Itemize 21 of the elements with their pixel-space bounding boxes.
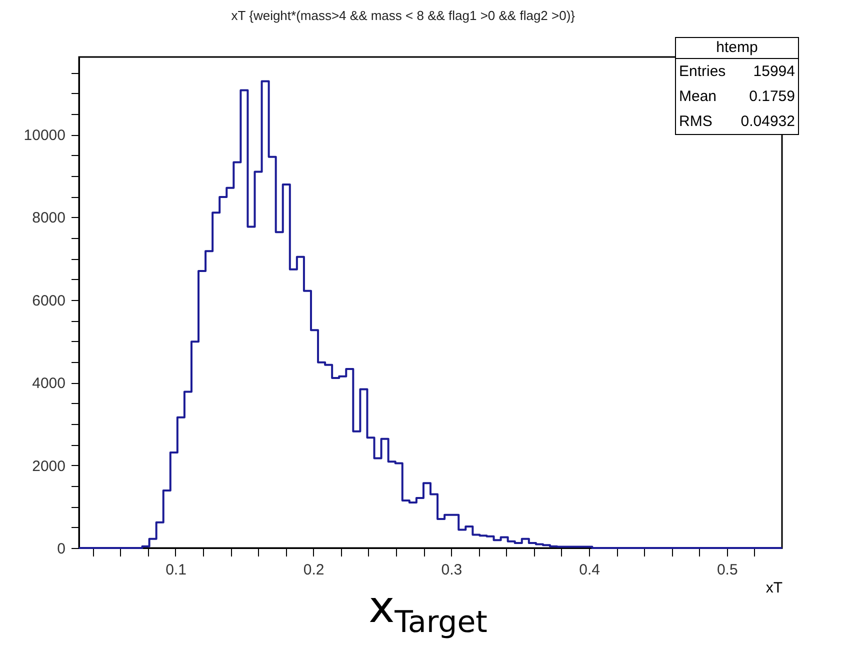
annotation: 15994 [753,62,795,82]
x-tick-label: 0.4 [579,562,600,578]
annotation: 0.04932 [740,112,795,132]
y-tick-label: 2000 [32,458,66,475]
y-tick-label: 4000 [32,375,66,392]
x-tick-label: 0.5 [716,562,738,578]
x-tick-label: 0.1 [166,562,186,578]
annotation: Mean [679,87,717,107]
text: x$_{Target}$ [368,582,488,640]
x-axis-title: xT [766,580,782,596]
annotation: RMS [679,112,712,132]
x-tick-label: 0.2 [303,562,324,578]
y-tick-label: 0 [57,540,66,558]
y-tick-label: 10000 [24,127,66,144]
annotation: Entries [679,62,726,82]
annotation: 0.1759 [749,87,795,107]
y-tick-label: 8000 [32,210,66,227]
y-tick-label: 6000 [32,292,66,310]
x-tick-label: 0.3 [441,562,462,578]
text: htemp [676,38,798,59]
chart-title: xT {weight*(mass>4 && mass < 8 && flag1 >0 && flag2 >0)} [231,8,576,23]
